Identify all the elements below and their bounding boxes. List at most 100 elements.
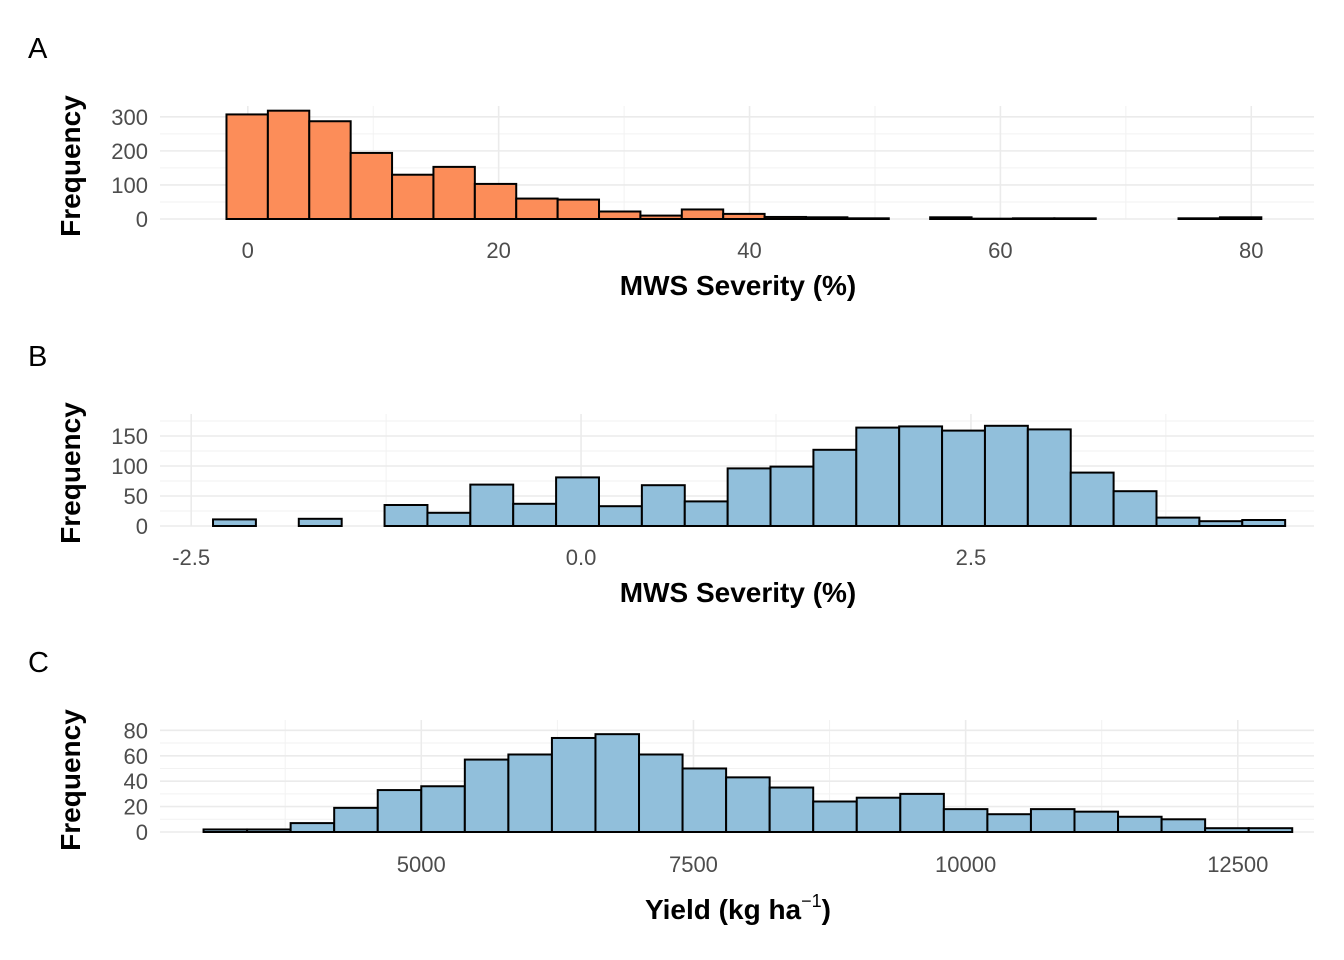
histogram-bar xyxy=(763,215,807,221)
y-axis-title: Frequency xyxy=(55,95,86,237)
y-tick-label: 0 xyxy=(136,207,148,232)
histogram-bar xyxy=(1218,216,1263,220)
y-axis-title: Frequency xyxy=(55,402,86,544)
y-tick-label: 0 xyxy=(136,514,148,539)
y-tick-label: 20 xyxy=(124,795,148,820)
histogram-bar xyxy=(426,511,472,527)
histogram-bar xyxy=(1073,810,1120,834)
y-tick-label: 50 xyxy=(124,484,148,509)
x-tick-label: 7500 xyxy=(669,852,718,877)
y-tick-label: 150 xyxy=(111,424,148,449)
panel-a-histogram: A 0 20 40 60 80 0 100 200 300 MWS Severity (%) Fre… xyxy=(28,33,1314,301)
y-tick-label: 60 xyxy=(124,744,148,769)
histogram-bar xyxy=(473,182,518,220)
histogram-bar xyxy=(855,426,901,528)
histogram-bar xyxy=(297,517,343,527)
histogram-bar xyxy=(804,216,849,220)
y-tick-label: 80 xyxy=(124,718,148,743)
y-tick-label: 200 xyxy=(111,139,148,164)
histogram-bar xyxy=(722,212,766,220)
histogram-bar xyxy=(515,197,559,220)
x-axis-title-text: MWS Severity (%) xyxy=(620,577,857,608)
histogram-bar xyxy=(726,467,772,527)
histogram-bar xyxy=(507,753,553,834)
y-tick-label: 40 xyxy=(124,769,148,794)
histogram-bar xyxy=(308,120,352,220)
histogram-bar xyxy=(597,505,643,528)
histogram-bar xyxy=(638,753,684,834)
x-tick-label: 10000 xyxy=(935,852,996,877)
histogram-bar xyxy=(1241,519,1287,527)
histogram-bar xyxy=(855,796,902,833)
x-axis-title-text: Yield (kg ha xyxy=(645,894,802,925)
panel-b-histogram: B -2.5 0.0 2.5 0 50 100 150 MWS Severity (%) Fre… xyxy=(28,341,1314,608)
histogram-bar xyxy=(941,429,986,528)
x-axis-title: Yield (kg ha−1) xyxy=(645,891,831,925)
histogram-bar xyxy=(983,424,1029,527)
histogram-bar xyxy=(463,758,510,834)
x-tick-label: 0 xyxy=(242,238,254,263)
y-tick-label: 100 xyxy=(111,454,148,479)
y-axis-title: Frequency xyxy=(55,709,86,851)
histogram-bar xyxy=(266,109,311,220)
histogram-bar xyxy=(1053,217,1097,221)
histogram-bar xyxy=(289,822,336,834)
histogram-bar xyxy=(555,476,600,527)
panel-c-tag: C xyxy=(28,647,49,679)
histogram-bar xyxy=(212,518,257,528)
x-tick-label: 20 xyxy=(486,238,510,263)
histogram-bars xyxy=(202,733,1294,834)
x-axis-title-text: MWS Severity (%) xyxy=(620,270,857,301)
histogram-bar xyxy=(202,828,249,833)
histogram-bar xyxy=(942,808,989,833)
histogram-bar xyxy=(1069,471,1115,528)
histogram-bar xyxy=(420,785,466,834)
x-tick-label: 60 xyxy=(988,238,1012,263)
histogram-bar xyxy=(246,828,292,833)
histogram-bar xyxy=(1026,428,1072,527)
histogram-bar xyxy=(639,214,683,220)
panel-b-tag: B xyxy=(28,341,47,373)
histogram-bar xyxy=(391,173,435,220)
histogram-bar xyxy=(725,776,771,833)
y-tick-label: 100 xyxy=(111,173,148,198)
histogram-bar xyxy=(1247,827,1294,833)
histogram-bar xyxy=(680,208,725,220)
histogram-bar xyxy=(899,792,945,833)
histogram-bar xyxy=(683,500,729,527)
histogram-bar xyxy=(225,113,269,220)
histogram-bar xyxy=(768,786,815,834)
histogram-bar xyxy=(512,502,558,527)
histogram-bar xyxy=(349,151,394,220)
histogram-bar xyxy=(812,800,858,833)
histogram-bar xyxy=(1155,516,1201,527)
histogram-bar xyxy=(986,813,1032,834)
histogram-bar xyxy=(1117,815,1163,833)
histogram-bar xyxy=(1011,217,1056,221)
histogram-bar xyxy=(846,217,890,221)
histogram-bar xyxy=(929,216,973,220)
x-tick-label: 80 xyxy=(1239,238,1263,263)
histogram-bars xyxy=(212,424,1287,528)
x-axis-title: MWS Severity (%) xyxy=(620,270,857,301)
histogram-bar xyxy=(769,465,815,528)
histogram-bar xyxy=(1160,818,1207,834)
histogram-bar xyxy=(383,504,429,527)
histogram-bar xyxy=(681,767,728,833)
histogram-bar xyxy=(550,736,597,833)
histogram-bar xyxy=(432,165,476,220)
histogram-bar xyxy=(333,806,379,834)
x-tick-label: 2.5 xyxy=(956,545,987,570)
y-tick-label: 300 xyxy=(111,105,148,130)
histogram-bar xyxy=(812,448,858,527)
histogram-bar xyxy=(594,733,641,834)
x-axis-title: MWS Severity (%) xyxy=(620,577,857,608)
x-tick-label: 40 xyxy=(737,238,761,263)
y-tick-label: 0 xyxy=(136,820,148,845)
histogram-bar xyxy=(1198,520,1244,528)
histogram-bar xyxy=(1029,808,1076,833)
panel-a-tag: A xyxy=(28,33,48,65)
x-axis-title-superscript: −1 xyxy=(801,891,822,911)
